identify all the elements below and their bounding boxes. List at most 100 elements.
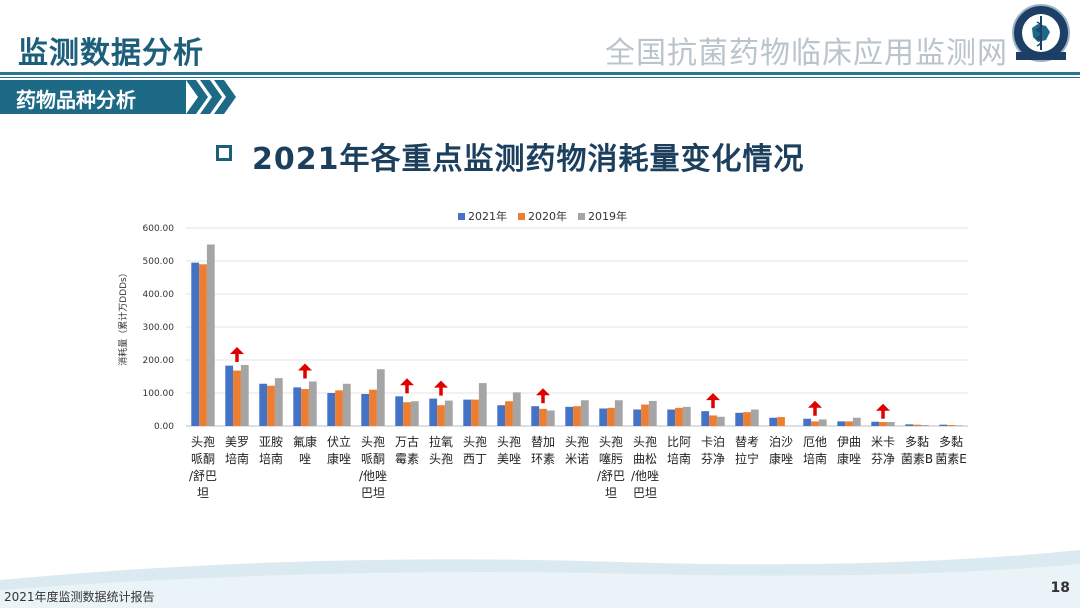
bar xyxy=(342,383,351,426)
increase-arrow-icon xyxy=(706,393,720,409)
y-tick-label: 600.00 xyxy=(143,224,175,234)
x-category-label: 多黏菌素B xyxy=(901,435,933,466)
bar xyxy=(505,401,513,426)
legend-swatch xyxy=(458,213,465,220)
bar xyxy=(376,369,385,426)
bar xyxy=(546,410,555,426)
bar xyxy=(633,409,642,426)
bar xyxy=(531,406,540,426)
consumption-bar-chart: 0.00 100.00 200.00 300.00 400.00 500.00 600.00… xyxy=(117,209,968,500)
x-category-label: 头孢哌酮/舒巴坦 xyxy=(189,435,217,500)
legend-item: 2020年 xyxy=(518,209,567,223)
bar xyxy=(293,387,302,426)
footer-report-name: 2021年度监测数据统计报告 xyxy=(4,590,155,604)
org-name: 全国抗菌药物临床应用监测网 xyxy=(605,36,1008,71)
bar xyxy=(803,418,812,426)
x-category-label: 万古霉素 xyxy=(395,434,419,466)
increase-arrow-icon xyxy=(434,380,448,396)
bar xyxy=(478,383,487,426)
bar xyxy=(675,407,683,426)
increase-arrow-icon xyxy=(808,400,822,416)
legend-swatch xyxy=(578,213,585,220)
x-category-label: 氟康唑 xyxy=(293,434,317,466)
bar xyxy=(444,400,453,426)
bar xyxy=(191,262,200,426)
x-category-label: 替考拉宁 xyxy=(735,435,759,466)
bar xyxy=(905,424,914,426)
bar xyxy=(667,409,676,426)
bar xyxy=(539,408,547,426)
y-tick-label: 0.00 xyxy=(154,422,174,432)
bar xyxy=(233,370,241,426)
bar xyxy=(607,407,615,426)
bar xyxy=(947,425,955,426)
bar xyxy=(240,364,249,426)
bar xyxy=(871,421,880,426)
increase-arrow-icon xyxy=(536,388,550,404)
x-category-label: 厄他培南 xyxy=(803,435,827,466)
bar xyxy=(565,406,574,426)
header-rule xyxy=(0,72,1080,75)
subsection-title: 药物品种分析 xyxy=(16,88,136,112)
bar xyxy=(743,412,751,426)
bar xyxy=(641,404,649,426)
bar xyxy=(837,421,846,426)
x-category-label: 替加环素 xyxy=(531,435,555,466)
bar xyxy=(939,424,948,426)
bar xyxy=(225,365,234,426)
bar xyxy=(701,411,710,426)
legend-swatch xyxy=(518,213,525,220)
legend-label: 2019年 xyxy=(588,209,627,223)
x-category-label: 拉氧头孢 xyxy=(429,434,453,466)
bar xyxy=(648,400,657,426)
bar xyxy=(709,415,717,426)
bar xyxy=(879,422,887,426)
x-category-label: 米卡芬净 xyxy=(871,435,895,466)
bar xyxy=(682,406,691,426)
x-category-label: 比阿培南 xyxy=(667,435,691,466)
y-tick-label: 100.00 xyxy=(143,389,175,399)
bar xyxy=(301,389,309,426)
section-title: 监测数据分析 xyxy=(18,36,204,71)
x-category-label: 头孢曲松/他唑巴坦 xyxy=(631,435,659,500)
bar xyxy=(599,408,608,426)
y-tick-label: 400.00 xyxy=(143,290,175,300)
bar xyxy=(845,421,853,426)
bar xyxy=(471,399,479,426)
bar xyxy=(429,398,438,426)
bar xyxy=(361,393,370,426)
y-tick-label: 500.00 xyxy=(143,257,175,267)
chevron-right-icon xyxy=(186,80,236,114)
bar xyxy=(920,425,929,426)
x-category-label: 头孢米诺 xyxy=(565,435,589,466)
bar xyxy=(335,390,343,426)
bar xyxy=(259,383,268,426)
x-category-label: 头孢噻肟/舒巴坦 xyxy=(597,435,625,500)
bar xyxy=(954,425,963,426)
bar xyxy=(463,399,472,426)
bar xyxy=(580,400,589,426)
x-category-label: 泊沙康唑 xyxy=(769,435,793,466)
bar xyxy=(573,406,581,426)
bar xyxy=(274,378,283,426)
org-logo xyxy=(1012,4,1070,62)
bar xyxy=(369,389,377,426)
bar xyxy=(199,264,207,426)
increase-arrow-icon xyxy=(400,378,414,394)
increase-arrow-icon xyxy=(876,403,890,419)
bar xyxy=(769,417,778,426)
bar xyxy=(437,405,445,426)
x-category-label: 卡泊芬净 xyxy=(701,435,725,466)
bar xyxy=(395,396,404,426)
legend-item: 2021年 xyxy=(458,209,507,223)
bar xyxy=(735,412,744,426)
bar xyxy=(818,419,827,426)
bar xyxy=(614,400,623,426)
x-category-label: 头孢美唑 xyxy=(497,435,521,466)
x-category-label: 头孢哌酮/他唑巴坦 xyxy=(359,435,387,500)
slide-title: 2021年各重点监测药物消耗量变化情况 xyxy=(252,142,805,177)
bar xyxy=(327,393,336,426)
y-tick-label: 200.00 xyxy=(143,356,175,366)
y-axis-label: 消耗量（累计万DDDs） xyxy=(117,268,129,365)
header-rule-thin xyxy=(0,77,1080,78)
